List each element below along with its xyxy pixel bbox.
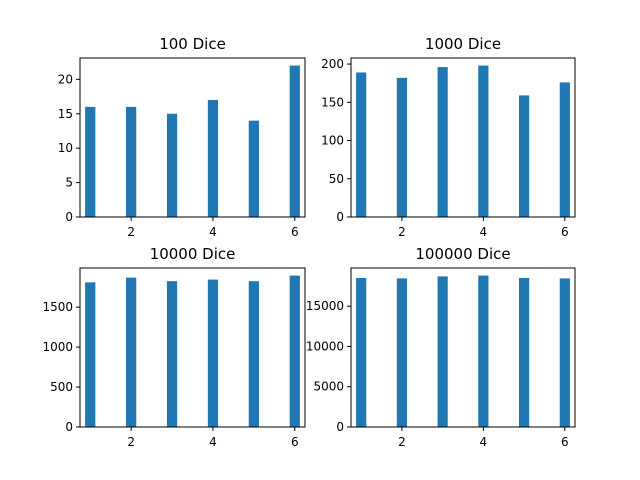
y-tick-label: 5: [65, 176, 73, 190]
axes-frame: [79, 57, 306, 218]
y-tick-label: 0: [65, 210, 73, 224]
bar: [559, 82, 570, 218]
subplot-1: 100 Dice 2 4 6 0 5 10 15 20: [58, 35, 306, 239]
y-tick-label: 20: [58, 72, 73, 86]
y-tick-label: 500: [50, 380, 73, 394]
y-tick-label: 1000: [42, 340, 73, 354]
bar: [559, 278, 570, 427]
bar: [289, 65, 300, 217]
subplot-2: 1000 Dice 2 4 6 0 50 100 150 200: [321, 35, 576, 239]
bar: [207, 279, 219, 427]
subplot-title: 10000 Dice: [150, 245, 236, 263]
y-tick-label: 150: [321, 95, 344, 109]
bar: [356, 72, 367, 217]
x-tick-label: 4: [480, 435, 488, 449]
subplot-title: 100000 Dice: [415, 245, 510, 263]
bar: [437, 67, 448, 217]
bars: [85, 65, 300, 217]
x-tick-label: 6: [291, 225, 299, 239]
bar: [396, 77, 407, 217]
bar: [126, 277, 137, 427]
y-tick-label: 10: [58, 141, 73, 155]
bar: [248, 120, 259, 217]
x-tick-label: 2: [127, 435, 135, 449]
axes-frame: [350, 267, 576, 428]
y-tick-label: 0: [336, 420, 344, 434]
bar: [248, 281, 259, 427]
y-tick-label: 100: [321, 134, 344, 148]
bar: [519, 277, 530, 427]
y-tick-label: 10000: [306, 339, 344, 353]
subplot-title: 1000 Dice: [425, 35, 501, 53]
bars: [356, 275, 570, 427]
x-tick-label: 6: [561, 225, 569, 239]
x-tick-label: 6: [561, 435, 569, 449]
x-tick-label: 4: [209, 435, 217, 449]
x-tick-label: 4: [209, 225, 217, 239]
axes-frame: [350, 57, 576, 218]
bar: [85, 106, 96, 217]
x-tick-label: 2: [398, 225, 406, 239]
bar: [437, 276, 448, 427]
x-tick-label: 2: [127, 225, 135, 239]
subplot-4: 100000 Dice 2 4 6 0 5000 10000 15000: [306, 245, 576, 449]
y-tick-label: 50: [329, 172, 344, 186]
bar: [396, 278, 407, 427]
bar: [207, 99, 219, 217]
y-tick-label: 0: [65, 420, 73, 434]
subplot-title: 100 Dice: [159, 35, 226, 53]
bar: [289, 275, 300, 427]
y-tick-label: 15: [58, 107, 73, 121]
x-tick-label: 6: [291, 435, 299, 449]
y-tick-label: 1500: [42, 300, 73, 314]
y-tick-label: 0: [336, 210, 344, 224]
x-tick-label: 2: [398, 435, 406, 449]
x-tick-label: 4: [480, 225, 488, 239]
bar: [85, 282, 96, 427]
bar: [126, 106, 137, 217]
bar: [356, 277, 367, 427]
bar: [166, 281, 178, 427]
bar: [478, 65, 489, 217]
y-tick-label: 15000: [306, 299, 344, 313]
bars: [85, 275, 300, 427]
bar: [478, 275, 489, 427]
y-tick-label: 5000: [313, 380, 344, 394]
subplot-3: 10000 Dice 2 4 6 0 500 1000 1500: [42, 245, 306, 449]
bar: [166, 113, 178, 217]
y-tick-label: 200: [321, 57, 344, 71]
bar: [519, 95, 530, 217]
bars: [356, 65, 570, 218]
